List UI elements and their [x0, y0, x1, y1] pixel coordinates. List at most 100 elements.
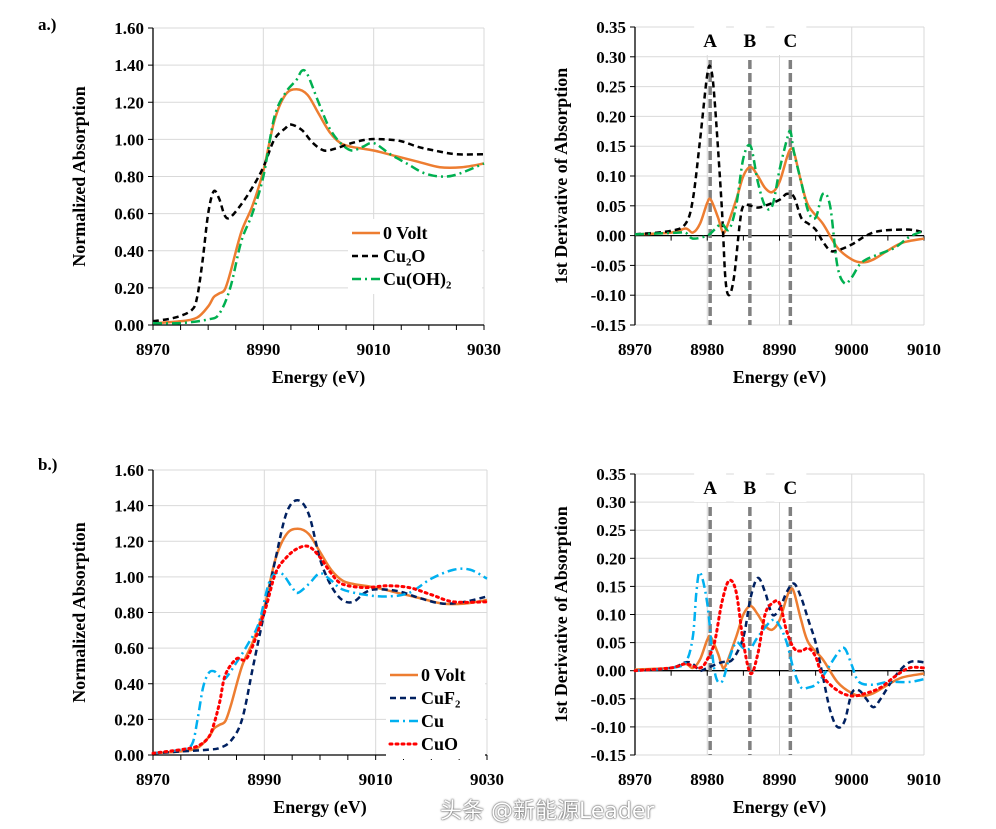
marker-label-bg — [733, 25, 766, 55]
x-axis-label: Energy (eV) — [733, 797, 826, 818]
y-tick-label: 0.35 — [596, 465, 626, 484]
y-tick-label: -0.10 — [591, 718, 626, 737]
x-tick-label: 8990 — [247, 770, 281, 789]
x-tick-label: 8990 — [763, 340, 797, 359]
series-line-CuF₂ — [152, 499, 488, 755]
y-axis-label: 1st Derivative of Absorption — [551, 68, 571, 284]
y-tick-label: 1.00 — [114, 130, 144, 149]
series-line-Cu — [634, 570, 925, 691]
x-tick-label: 8970 — [136, 340, 170, 359]
y-tick-label: 0.05 — [596, 197, 626, 216]
x-tick-label: 8980 — [690, 770, 724, 789]
y-tick-label: 0.00 — [596, 662, 626, 681]
marker-label-C: C — [783, 478, 797, 499]
x-tick-label: 9030 — [470, 770, 504, 789]
series-line-CuF₂ — [634, 576, 925, 729]
chart-4: -0.15 -0.10 -0.05 0.00 0.05 0.10 0.15 0.20 0.25 0… — [551, 465, 941, 818]
x-tick-label: 9010 — [907, 770, 941, 789]
legend: 0 Volt CuF₂ Cu CuO — [386, 661, 485, 759]
y-tick-label: 0.20 — [596, 107, 626, 126]
y-tick-label: 0.10 — [596, 606, 626, 625]
y-tick-label: 0.60 — [114, 205, 144, 224]
x-axis-label: Energy (eV) — [733, 367, 826, 388]
y-tick-label: 0.35 — [596, 18, 626, 37]
x-axis-label: Energy (eV) — [273, 797, 366, 818]
x-tick-label: 8970 — [136, 770, 170, 789]
x-tick-label: 9000 — [835, 770, 869, 789]
y-tick-label: 0.30 — [596, 48, 626, 67]
x-axis-label: Energy (eV) — [272, 367, 365, 388]
panel-label-b: b.) — [38, 455, 57, 474]
x-tick-label: 9000 — [835, 340, 869, 359]
chart-3: 0.00 0.20 0.40 0.60 0.80 1.00 1.20 1.40 1.60 8970… — [69, 461, 504, 818]
marker-label-bg — [694, 472, 727, 502]
y-tick-label: 0.80 — [114, 168, 144, 187]
watermark: 头条 @新能源Leader — [440, 799, 655, 824]
y-tick-label: -0.05 — [591, 256, 626, 275]
y-axis-label: 1st Derivative of Absorption — [551, 506, 571, 722]
y-tick-label: 1.40 — [114, 56, 144, 75]
x-tick-label: 9010 — [359, 770, 393, 789]
y-axis-label: Normalized Absorption — [69, 86, 89, 267]
y-tick-label: 0.30 — [596, 493, 626, 512]
series-line-Cu — [152, 567, 488, 755]
y-tick-label: 0.20 — [596, 549, 626, 568]
x-tick-label: 9030 — [467, 340, 501, 359]
x-tick-label: 8990 — [246, 340, 280, 359]
y-tick-label: -0.15 — [591, 746, 626, 765]
marker-label-A: A — [703, 31, 717, 52]
y-axis-label: Normalized Absorption — [69, 522, 89, 703]
legend-label: 0 Volt — [383, 223, 428, 243]
x-tick-label: 9010 — [907, 340, 941, 359]
series-line-0 Volt — [152, 527, 488, 755]
series-line-CuO — [151, 544, 489, 755]
y-tick-label: 1.40 — [114, 497, 144, 516]
chart-2: -0.15 -0.10 -0.05 0.00 0.05 0.10 0.15 0.20 0.25 0… — [551, 18, 941, 388]
marker-label-bg — [733, 472, 766, 502]
y-tick-label: 0.15 — [596, 137, 626, 156]
y-tick-label: 1.60 — [114, 461, 144, 480]
x-tick-label: 8970 — [618, 340, 652, 359]
marker-label-B: B — [744, 478, 757, 499]
legend-background — [348, 219, 482, 294]
y-tick-label: 1.20 — [114, 93, 144, 112]
marker-label-bg — [774, 472, 807, 502]
marker-label-A: A — [703, 478, 717, 499]
series-line-Cu(OH)₂ — [152, 68, 485, 325]
legend-label: Cu — [421, 711, 444, 731]
y-tick-label: 0.00 — [114, 316, 144, 335]
y-tick-label: -0.15 — [591, 316, 626, 335]
y-tick-label: -0.10 — [591, 286, 626, 305]
y-tick-label: -0.05 — [591, 690, 626, 709]
x-tick-label: 8990 — [763, 770, 797, 789]
y-tick-label: 0.00 — [114, 746, 144, 765]
y-tick-label: 0.80 — [114, 604, 144, 623]
marker-label-C: C — [783, 31, 797, 52]
y-tick-label: 0.40 — [114, 242, 144, 261]
chart-1: 0.00 0.20 0.40 0.60 0.80 1.00 1.20 1.40 1.60 8970… — [69, 19, 501, 388]
y-tick-label: 0.05 — [596, 634, 626, 653]
y-tick-label: 0.00 — [596, 227, 626, 246]
y-tick-label: 0.25 — [596, 78, 626, 97]
y-tick-label: 0.20 — [114, 279, 144, 298]
y-tick-label: 1.20 — [114, 532, 144, 551]
x-tick-label: 8980 — [690, 340, 724, 359]
y-tick-label: 1.00 — [114, 568, 144, 587]
legend-label: Cu(OH)₂ — [383, 269, 451, 290]
series-line-Cu₂O — [634, 64, 925, 297]
legend: 0 Volt Cu₂O Cu(OH)₂ — [348, 219, 482, 294]
panel-label-a: a.) — [38, 15, 56, 34]
marker-label-bg — [694, 25, 727, 55]
x-tick-label: 9010 — [357, 340, 391, 359]
y-tick-label: 0.25 — [596, 521, 626, 540]
legend-label: 0 Volt — [421, 665, 466, 685]
marker-label-bg — [774, 25, 807, 55]
series-line-CuO — [633, 578, 926, 698]
y-tick-label: 0.10 — [596, 167, 626, 186]
y-tick-label: 0.15 — [596, 577, 626, 596]
series-line-0 Volt — [634, 146, 925, 264]
legend-label: Cu₂O — [383, 246, 425, 266]
marker-label-B: B — [744, 31, 757, 52]
